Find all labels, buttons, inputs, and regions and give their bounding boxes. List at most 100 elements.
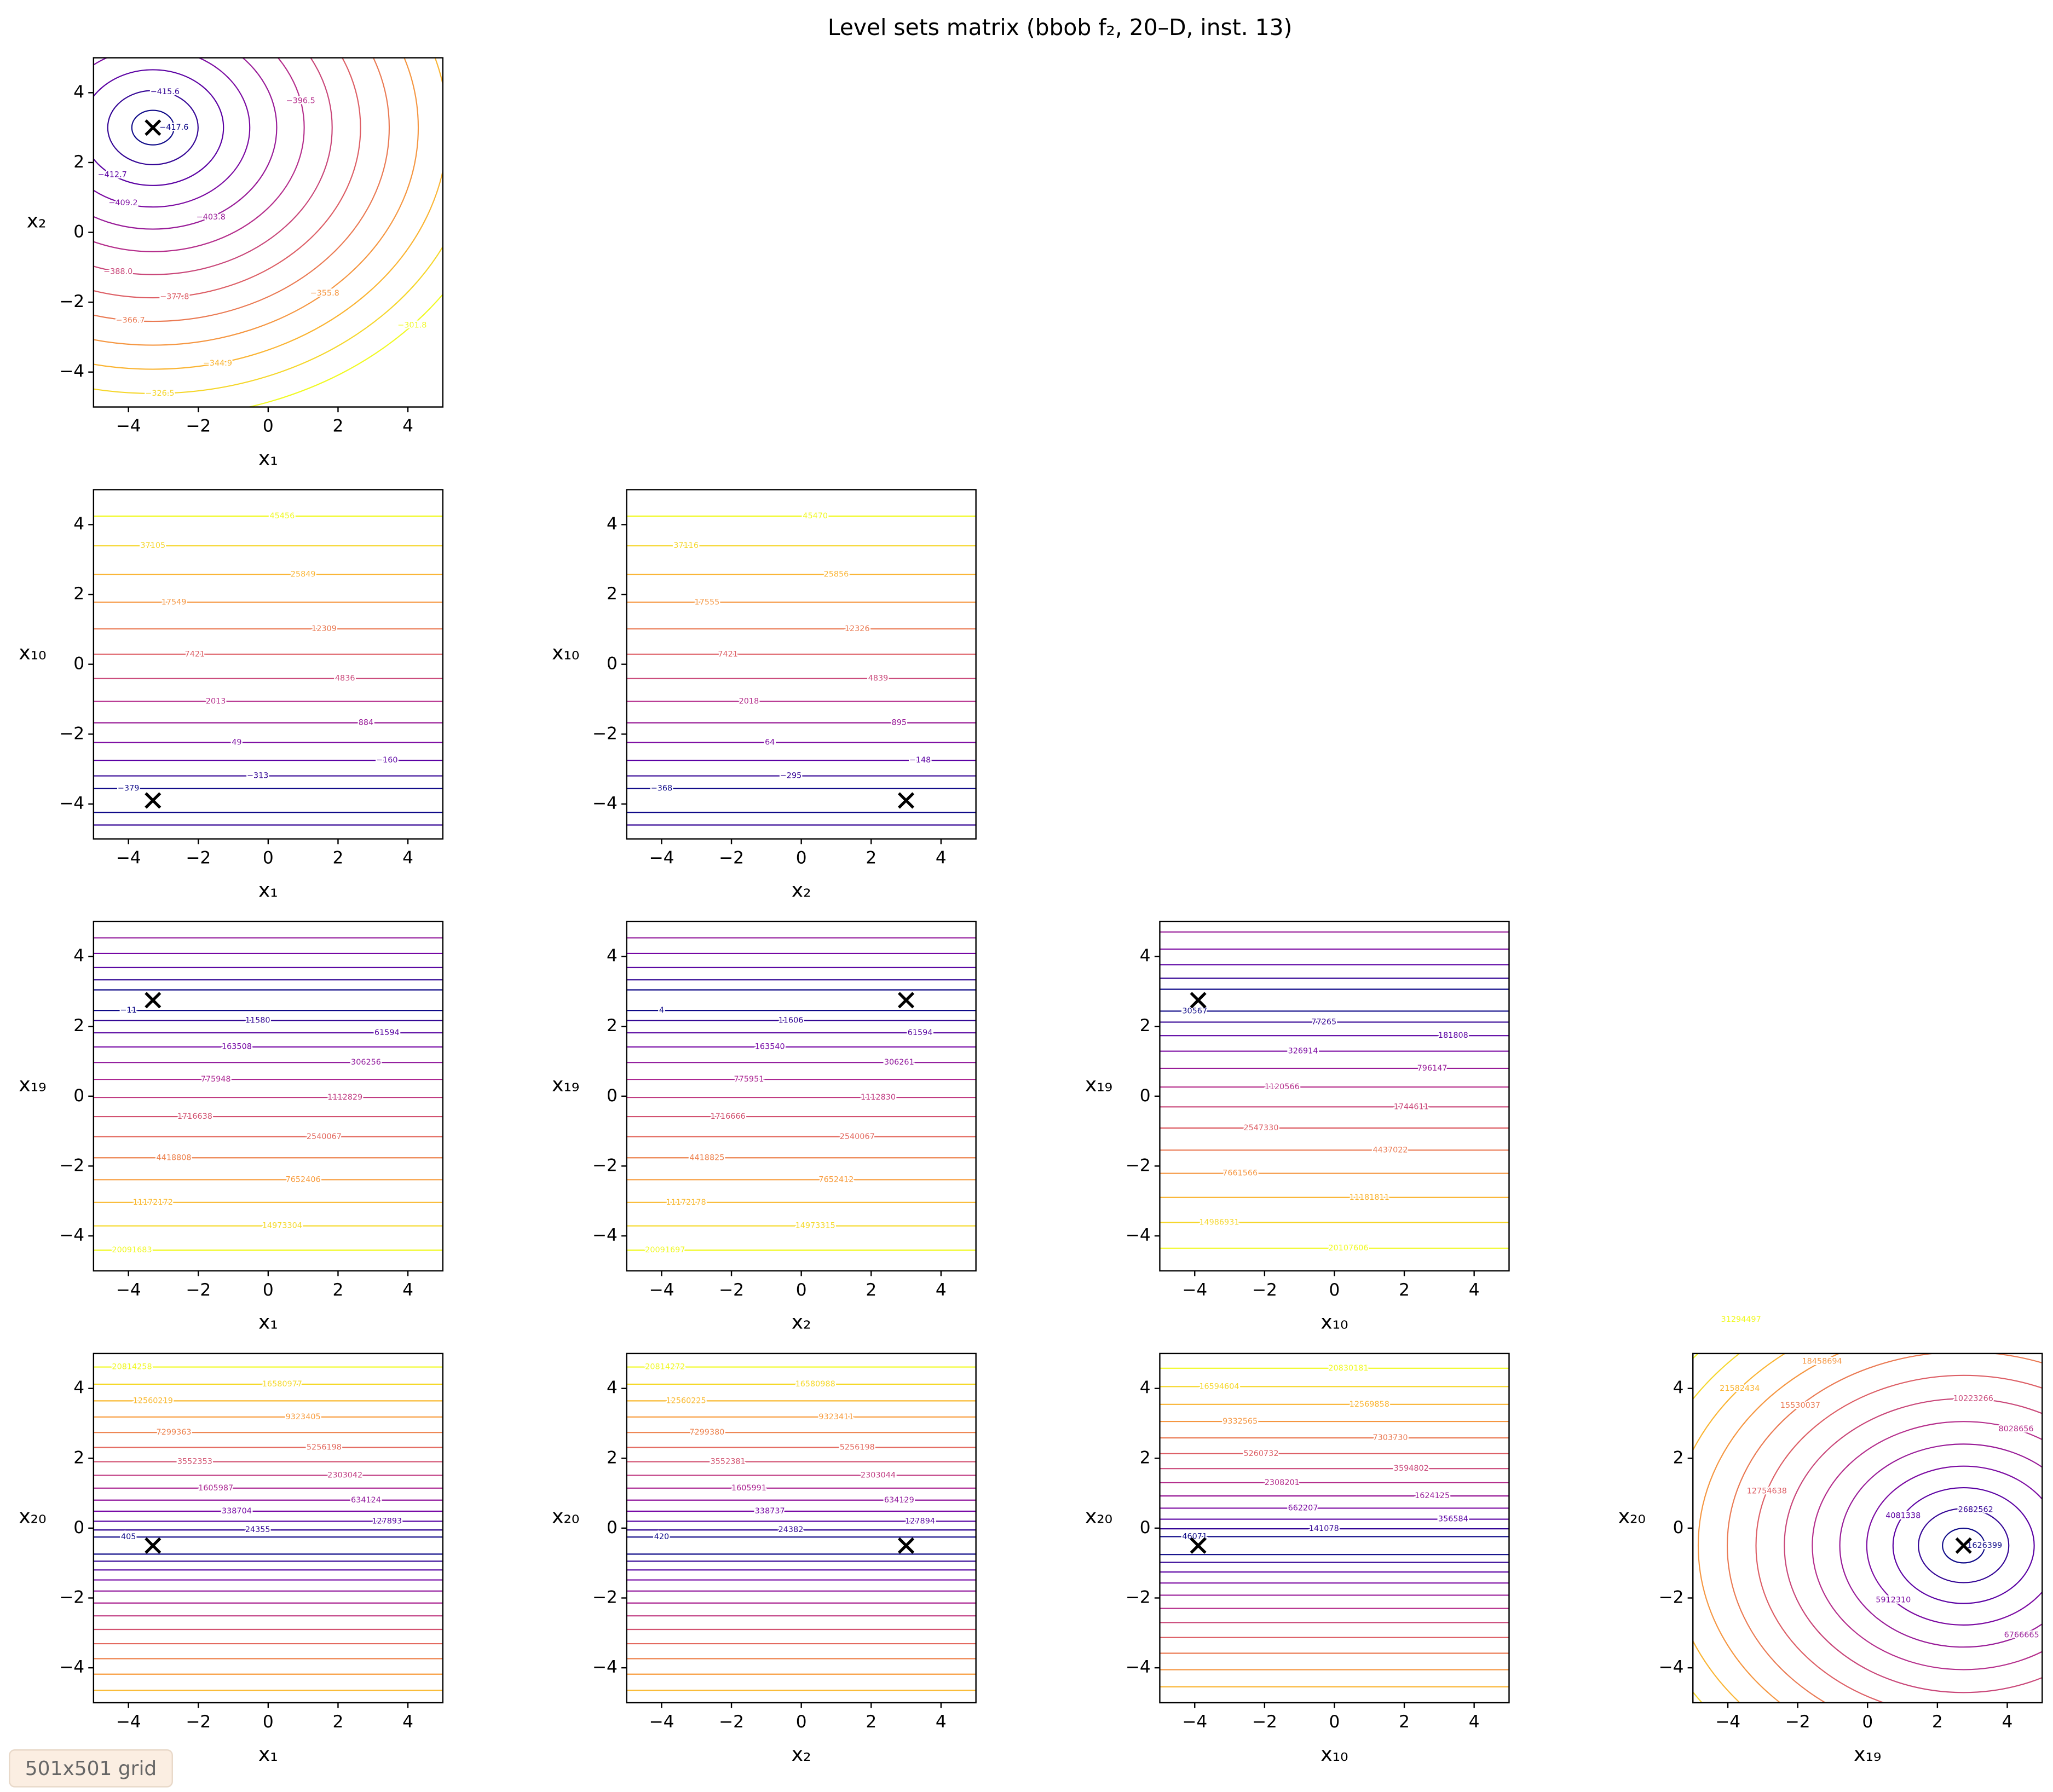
y-tick-label: −4 [1659, 1657, 1684, 1677]
x-tick-label: 2 [1399, 1712, 1410, 1732]
contour-label: 1624125 [1415, 1492, 1450, 1500]
y-axis-label: x₁₀ [19, 641, 46, 664]
contour-label: 17549 [162, 598, 187, 606]
contour-line [93, 57, 419, 346]
y-tick-label: 2 [607, 1016, 618, 1036]
x-tick-label: 4 [402, 1712, 413, 1732]
x-tick-label: −4 [116, 417, 141, 436]
contour-label: −412.7 [98, 171, 127, 180]
contour-label: −415.6 [151, 88, 180, 96]
contour-line [131, 109, 175, 146]
y-tick-label: 0 [73, 1086, 84, 1106]
contour-label: 163540 [755, 1043, 785, 1051]
contour-line [1892, 1487, 2035, 1604]
panel: −379 −313 −160 49 884 2013 4836 7421 12309 17549 2… [19, 489, 444, 902]
x-tick-label: −2 [719, 848, 744, 868]
contour-label: 20091683 [112, 1246, 152, 1255]
contour-label: 1716666 [711, 1112, 746, 1121]
contour-label: 796147 [1417, 1064, 1448, 1073]
contour-label: −295 [780, 772, 801, 781]
y-tick-label: 2 [607, 584, 618, 604]
x-tick-label: 4 [402, 417, 413, 436]
y-tick-label: 0 [73, 222, 84, 242]
contour-label: 662207 [1288, 1504, 1318, 1512]
contour-label: 2303042 [327, 1471, 362, 1479]
y-tick-label: −2 [1126, 1155, 1151, 1175]
x-axis-label: x₁₉ [1854, 1743, 1881, 1766]
contour-label: 2303044 [861, 1471, 896, 1479]
y-axis-label: x₂₀ [19, 1506, 46, 1528]
contour-label: 20814272 [645, 1363, 685, 1372]
contour-label: 338737 [755, 1507, 785, 1516]
y-tick-label: −4 [59, 362, 84, 381]
x-tick-label: −2 [186, 848, 211, 868]
contours [93, 1366, 443, 1691]
y-tick-label: 2 [607, 1448, 618, 1467]
y-tick-label: 2 [1140, 1448, 1151, 1467]
contour-label: 5256198 [307, 1443, 342, 1452]
x-tick-label: 0 [1862, 1712, 1873, 1732]
y-tick-label: −2 [1126, 1587, 1151, 1607]
contours [626, 937, 976, 1251]
y-tick-label: −4 [1126, 1226, 1151, 1245]
y-tick-label: −2 [59, 292, 84, 311]
contour-label: −368 [651, 784, 672, 793]
y-axis-label: x₂₀ [1618, 1506, 1646, 1528]
contour-label: 9323405 [286, 1413, 321, 1421]
contour-label: 306261 [884, 1058, 914, 1067]
x-axis-label: x₁ [258, 1311, 278, 1334]
panel: −11 11580 61594 163508 306256 775948 1112829 17… [19, 921, 444, 1334]
x-tick-label: −4 [1182, 1280, 1207, 1300]
contour-label: −160 [376, 756, 397, 765]
contour-label: 4839 [868, 674, 889, 683]
contour-label: 37116 [673, 541, 699, 550]
x-tick-label: 0 [263, 417, 274, 436]
panel: 30567 77265 181808 326914 796147 1120566 17446… [1085, 921, 1510, 1334]
contour-label: 3552353 [177, 1458, 212, 1466]
contour-label: 4437022 [1373, 1146, 1408, 1154]
contour-label: 11181811 [1350, 1193, 1389, 1202]
y-tick-label: −2 [592, 724, 618, 743]
contour-line [1839, 1443, 2043, 1648]
y-tick-label: 4 [607, 1378, 618, 1398]
x-axis-label: x₂ [792, 880, 811, 902]
y-tick-label: −4 [592, 1657, 618, 1677]
contour-label: 338704 [222, 1507, 252, 1516]
x-tick-label: −4 [1182, 1712, 1207, 1732]
contour-label: 7299380 [689, 1428, 724, 1437]
contour-line [1698, 1353, 1841, 1703]
contour-label: 5912310 [1876, 1596, 1911, 1605]
contour-label: 6766665 [2004, 1631, 2039, 1640]
contour-label: 9332565 [1222, 1417, 1258, 1426]
x-tick-label: −4 [649, 848, 674, 868]
y-tick-label: 0 [1140, 1086, 1151, 1106]
x-tick-label: 2 [333, 1280, 344, 1300]
contour-label: 141078 [1309, 1524, 1339, 1533]
y-axis-label: x₂ [27, 210, 47, 232]
optimum-marker [145, 992, 162, 1009]
contours [1160, 1367, 1509, 1687]
contour-line [1727, 1353, 2043, 1703]
y-tick-label: 4 [607, 514, 618, 534]
contour-label: 1716638 [177, 1112, 212, 1121]
panel: −417.6 −415.6 −412.7 −409.2 −403.8 −396.5 −388… [27, 57, 444, 470]
x-tick-label: 0 [796, 848, 807, 868]
contour-label: 20814258 [112, 1363, 152, 1372]
y-axis-label: x₁₉ [19, 1074, 46, 1096]
y-tick-label: 4 [1140, 946, 1151, 966]
y-tick-label: −4 [59, 1226, 84, 1245]
contour-label: 25849 [291, 570, 316, 579]
x-axis-label: x₁ [258, 447, 278, 470]
contour-label: 7652406 [286, 1175, 321, 1184]
contour-label: 45470 [803, 512, 828, 521]
y-tick-label: 2 [1673, 1448, 1684, 1467]
x-tick-label: 4 [402, 848, 413, 868]
x-tick-label: 2 [866, 848, 876, 868]
badge: 501x501 grid [25, 1758, 157, 1780]
contour-line [93, 57, 361, 299]
y-tick-label: 0 [607, 1518, 618, 1537]
contour-line [93, 69, 224, 186]
x-tick-label: −4 [649, 1712, 674, 1732]
contour-label: 20107606 [1328, 1244, 1368, 1253]
y-tick-label: 0 [607, 1086, 618, 1106]
